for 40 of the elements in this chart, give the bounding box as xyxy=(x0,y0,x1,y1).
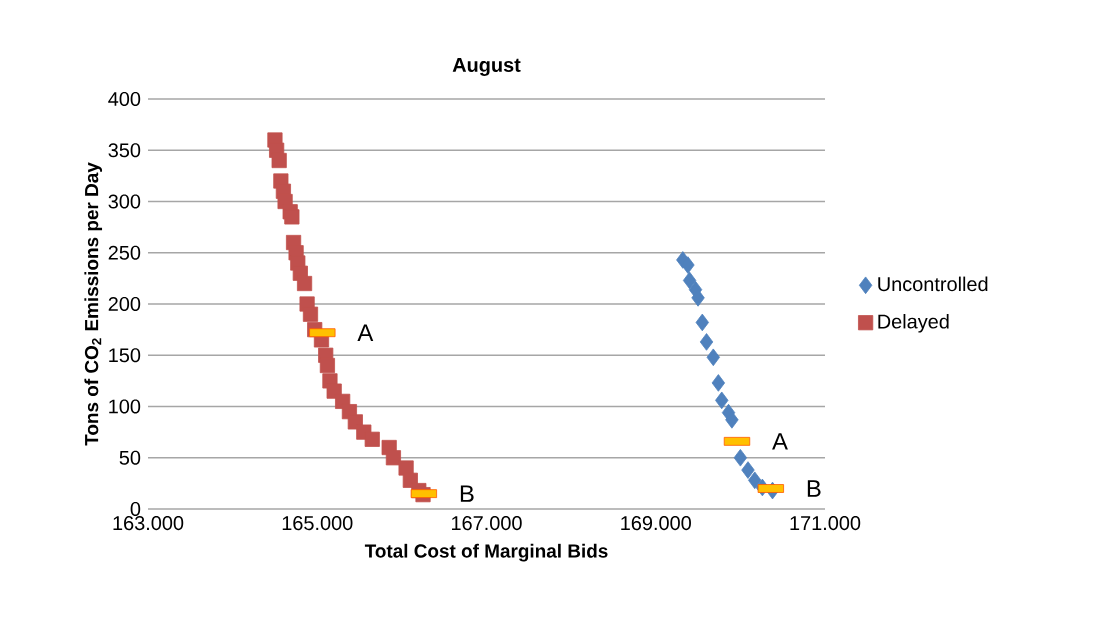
point xyxy=(706,348,720,367)
point xyxy=(682,271,697,290)
y-tick-label: 150 xyxy=(109,348,141,363)
x-tick-label: 167.000 xyxy=(452,516,522,531)
point xyxy=(302,306,319,322)
point xyxy=(364,431,380,447)
y-tick-label: 200 xyxy=(108,296,141,312)
point xyxy=(715,391,729,410)
legend-label: Delayed xyxy=(878,313,949,333)
y-axis-title: Tons of CO$_{2}$ Emissions per Day xyxy=(84,162,103,446)
y-tick-label: 0 xyxy=(130,501,141,517)
x-axis-title: Total Cost of Marginal Bids xyxy=(364,543,608,562)
point xyxy=(695,313,709,332)
point xyxy=(385,450,401,466)
point xyxy=(319,357,335,374)
point xyxy=(699,333,714,351)
x-tick-label: 165.000 xyxy=(282,516,353,531)
point xyxy=(284,209,300,225)
annotation: A xyxy=(772,433,788,450)
y-tick-label: 50 xyxy=(119,450,141,465)
y-tick-label: 400 xyxy=(108,91,141,107)
x-tick-label: 171.000 xyxy=(790,516,861,531)
point xyxy=(748,471,762,490)
y-tick-label: 300 xyxy=(108,194,141,209)
y-tick-label: 100 xyxy=(109,399,141,414)
point xyxy=(741,461,755,479)
x-tick-label: 169.000 xyxy=(621,516,691,531)
point xyxy=(733,448,748,467)
chart-title: August xyxy=(452,58,521,76)
annotation: B xyxy=(807,480,821,497)
y-tick-label: 350 xyxy=(108,143,141,158)
x-tick-label: 163.000 xyxy=(113,516,184,531)
point xyxy=(681,256,695,274)
annotation: A xyxy=(357,324,374,341)
point xyxy=(271,152,287,169)
point xyxy=(296,275,313,292)
y-tick-label: 250 xyxy=(108,245,141,260)
point xyxy=(711,374,726,392)
annotation: B xyxy=(460,485,474,502)
legend-label: Uncontrolled xyxy=(878,276,988,292)
